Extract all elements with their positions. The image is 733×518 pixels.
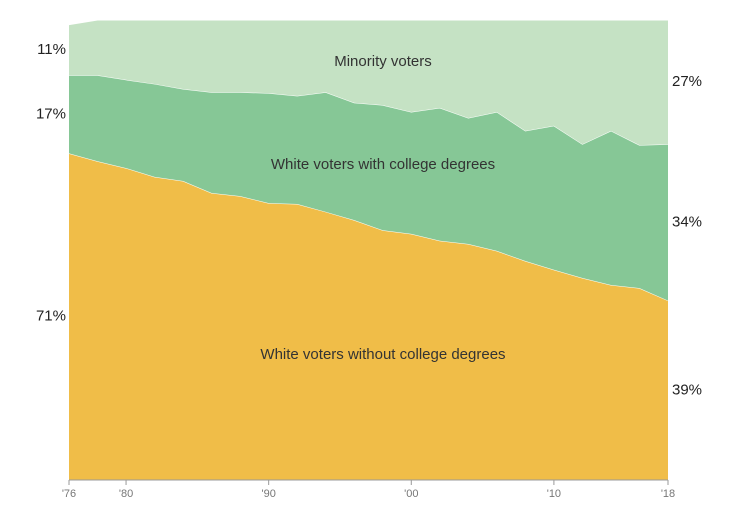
value-label: 27% bbox=[672, 73, 702, 90]
area bbox=[69, 75, 668, 301]
x-tick-label: '18 bbox=[661, 488, 675, 500]
value-label: 39% bbox=[672, 381, 702, 398]
area-edge bbox=[68, 19, 668, 26]
x-tick-label: '00 bbox=[404, 488, 418, 500]
value-label: 11% bbox=[37, 41, 66, 58]
series-label: White voters without college degrees bbox=[260, 346, 505, 363]
value-label: 34% bbox=[672, 213, 702, 230]
area bbox=[69, 20, 668, 146]
series-label: White voters with college degrees bbox=[271, 156, 495, 173]
series-label: Minority voters bbox=[334, 53, 432, 70]
x-tick-label: '76 bbox=[62, 488, 76, 500]
value-label: 17% bbox=[36, 105, 66, 122]
x-tick-label: '10 bbox=[547, 488, 561, 500]
x-tick-label: '90 bbox=[261, 488, 275, 500]
x-tick-label: '80 bbox=[119, 488, 133, 500]
area bbox=[69, 153, 668, 480]
value-label: 71% bbox=[36, 308, 66, 325]
